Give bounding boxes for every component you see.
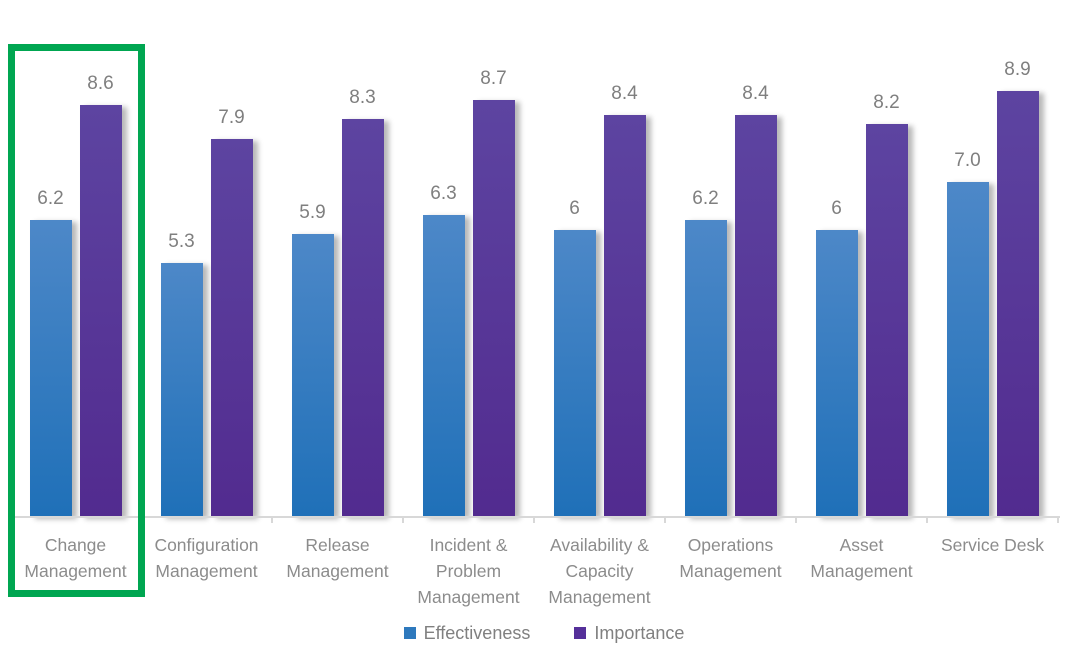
axis-tick (533, 517, 535, 523)
category-label-2: Release Management (286, 535, 389, 581)
bar-importance-1 (210, 138, 253, 517)
bar-effectiveness-6 (815, 229, 858, 517)
axis-tick (140, 517, 142, 523)
bar-value-label: 6.2 (692, 188, 719, 210)
category-label-7: Service Desk (940, 535, 1045, 555)
axis-tick (9, 517, 11, 523)
bar-importance-4 (603, 114, 646, 517)
bar-effectiveness-0 (29, 220, 72, 517)
axis-tick (1057, 517, 1059, 523)
bar-importance-0 (79, 105, 122, 517)
effectiveness-swatch-icon (403, 627, 416, 639)
legend: Effectiveness Importance (0, 624, 1088, 642)
bar-value-label: 6.2 (37, 188, 64, 210)
bar-value-label: 7.0 (954, 149, 981, 171)
axis-tick (795, 517, 797, 523)
bar-value-label: 8.7 (480, 68, 507, 90)
axis-tick (664, 517, 666, 523)
legend-label-importance: Importance (594, 623, 685, 643)
bar-effectiveness-3 (422, 215, 465, 517)
bar-value-label: 8.6 (87, 73, 114, 95)
bar-effectiveness-4 (553, 229, 596, 517)
bar-importance-3 (472, 100, 515, 517)
bar-effectiveness-2 (291, 234, 334, 517)
category-label-6: Asset Management (810, 535, 913, 581)
bar-value-label: 8.4 (611, 82, 638, 104)
category-label-0: Change Management (24, 535, 127, 581)
x-axis-line (10, 516, 1060, 518)
bar-effectiveness-7 (946, 181, 989, 517)
bar-value-label: 8.3 (349, 87, 376, 109)
bar-value-label: 8.9 (1004, 58, 1031, 80)
bar-value-label: 6 (831, 197, 842, 219)
category-label-1: Configuration Management (154, 535, 259, 581)
bar-importance-5 (734, 114, 777, 517)
axis-tick (271, 517, 273, 523)
axis-tick (402, 517, 404, 523)
axis-tick (926, 517, 928, 523)
legend-item-effectiveness: Effectiveness (403, 623, 531, 643)
bar-value-label: 5.3 (168, 231, 195, 253)
legend-label-effectiveness: Effectiveness (423, 623, 531, 643)
bar-importance-6 (865, 124, 908, 517)
legend-item-importance: Importance (574, 624, 684, 642)
bar-value-label: 6 (569, 197, 580, 219)
category-label-3: Incident & Problem Management (417, 535, 520, 607)
bar-value-label: 5.9 (299, 202, 326, 224)
bar-value-label: 6.3 (430, 183, 457, 205)
bar-importance-2 (341, 119, 384, 517)
category-label-4: Availability & Capacity Management (548, 535, 651, 607)
bar-value-label: 8.4 (742, 82, 769, 104)
bar-value-label: 8.2 (873, 92, 900, 114)
importance-swatch-icon (574, 627, 587, 639)
bar-effectiveness-5 (684, 220, 727, 517)
bar-importance-7 (996, 90, 1039, 517)
bar-value-label: 7.9 (218, 106, 245, 128)
category-label-5: Operations Management (679, 535, 782, 581)
bar-effectiveness-1 (160, 263, 203, 517)
